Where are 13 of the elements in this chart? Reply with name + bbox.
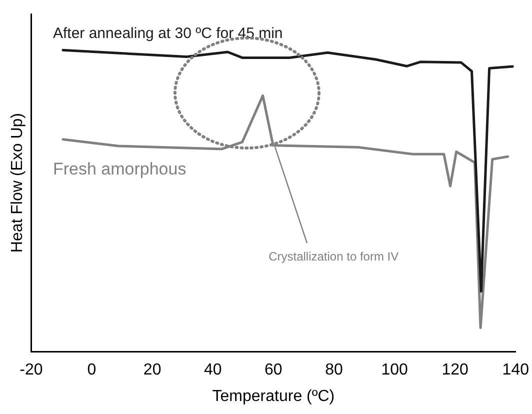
x-tick-label: 20	[143, 362, 162, 379]
x-tick-label: 100	[381, 362, 408, 379]
x-tick-label: 140	[502, 362, 530, 379]
annotation: Crystallization to form IV	[268, 249, 399, 264]
y-axis-title: Heat Flow (Exo Up)	[9, 113, 26, 253]
x-tick-label: 120	[442, 362, 469, 379]
x-tick-label: 40	[204, 362, 222, 379]
x-axis-title: Temperature (ºC)	[212, 388, 335, 405]
x-tick-label: -20	[20, 362, 43, 379]
x-tick-label: 0	[87, 362, 96, 379]
series-label: Fresh amorphous	[52, 160, 186, 179]
x-tick-label: 60	[264, 362, 282, 379]
x-tick-label: 80	[325, 362, 343, 379]
